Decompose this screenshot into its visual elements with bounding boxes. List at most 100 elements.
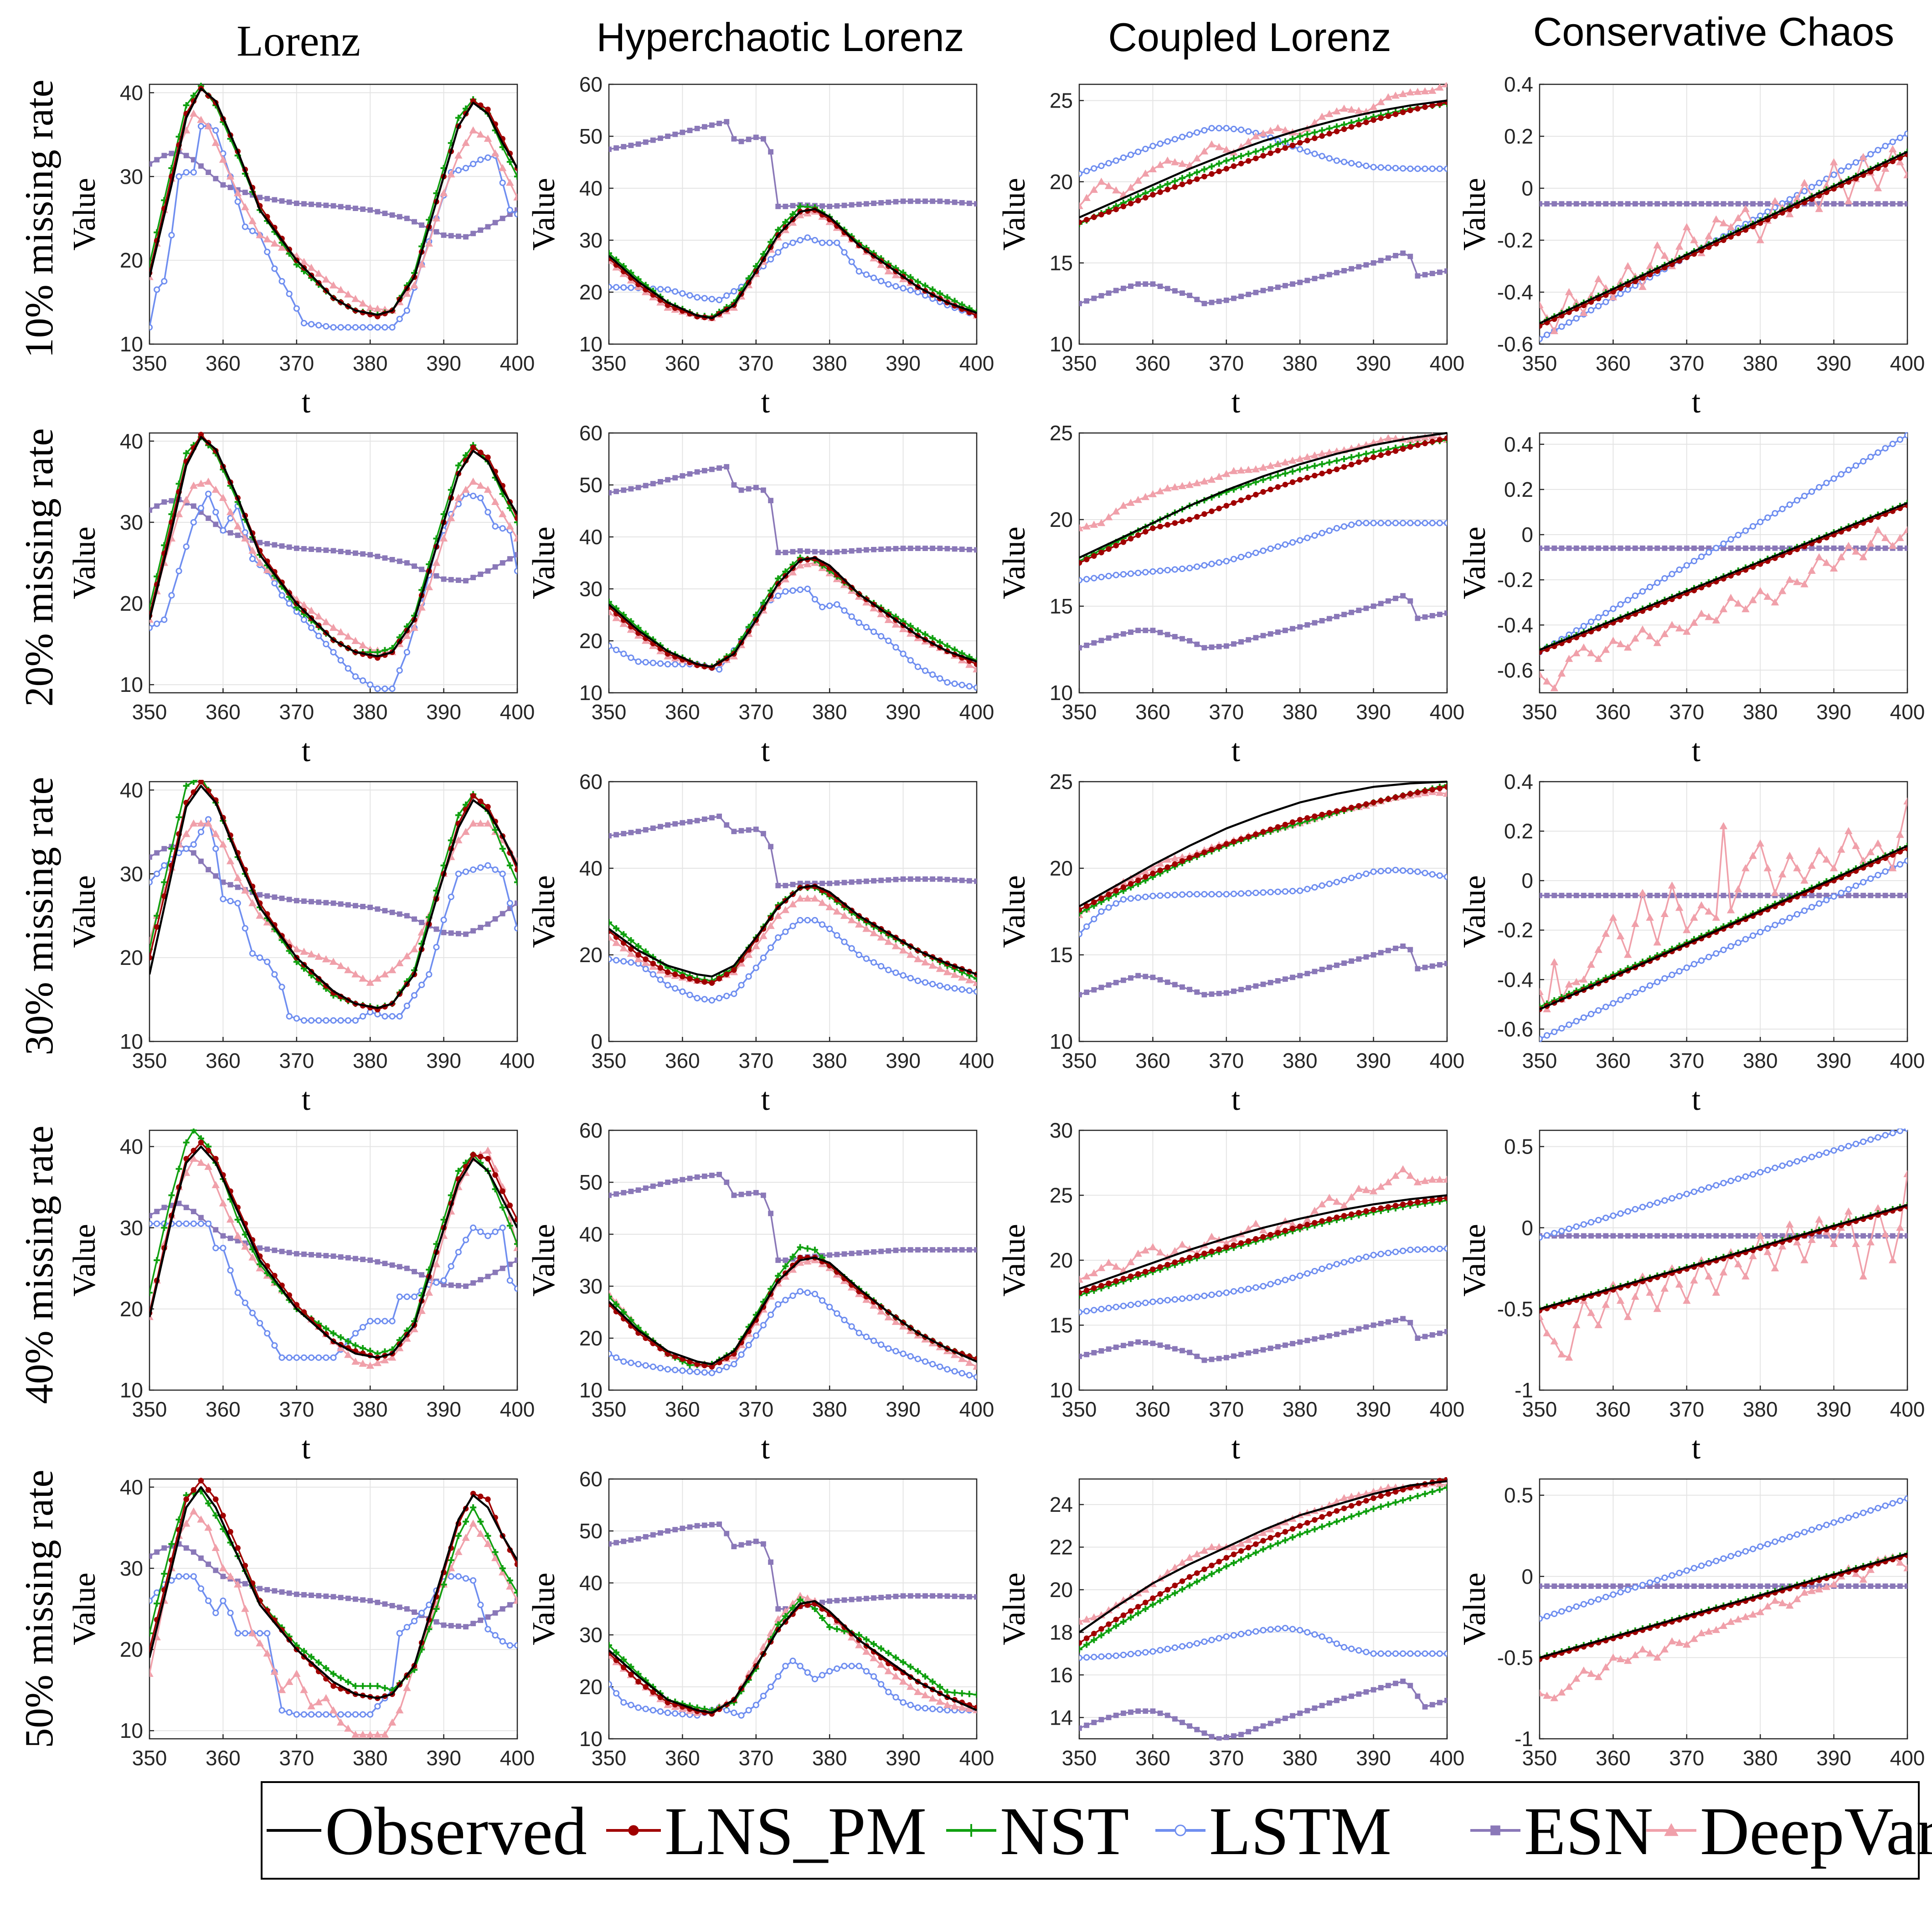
y-tick-label: 15 (1050, 594, 1073, 618)
marker-lstm (863, 624, 870, 631)
marker-esn (952, 199, 958, 205)
marker-lstm (1587, 1010, 1595, 1017)
series-line-observed (1079, 99, 1447, 219)
y-tick-label: 60 (579, 72, 603, 96)
marker-deepvar (204, 819, 212, 827)
marker-deepvar (1741, 605, 1750, 613)
x-axis-label: t (1692, 385, 1701, 420)
marker-lstm (1297, 887, 1303, 894)
marker-nst (1252, 148, 1259, 155)
marker-esn (613, 489, 619, 495)
marker-esn (1180, 636, 1185, 642)
marker-esn (856, 879, 862, 885)
x-tick-label: 370 (1669, 1397, 1704, 1421)
marker-lstm (878, 1341, 885, 1348)
marker-lstm (1889, 440, 1896, 448)
marker-esn (1201, 645, 1207, 651)
marker-esn (650, 137, 656, 143)
marker-deepvar (1844, 197, 1853, 205)
marker-nst (499, 1204, 506, 1211)
marker-lstm (257, 1319, 263, 1327)
marker-esn (1603, 545, 1609, 551)
marker-esn (323, 547, 329, 553)
row-label-30: 30% missing rate (17, 777, 62, 1055)
marker-esn (316, 1252, 322, 1258)
marker-esn (382, 555, 388, 561)
marker-esn (1437, 269, 1443, 275)
marker-esn (1573, 892, 1579, 898)
marker-esn (1246, 985, 1252, 991)
marker-esn (1684, 1233, 1690, 1239)
series-observed (149, 1145, 517, 1359)
marker-nst (492, 826, 499, 833)
marker-esn (1187, 1350, 1192, 1355)
marker-deepvar (891, 1318, 900, 1325)
marker-esn (1853, 892, 1859, 898)
marker-esn (701, 1173, 707, 1179)
marker-lstm (929, 1360, 936, 1368)
marker-esn (907, 198, 913, 204)
series-line-observed (1540, 1204, 1907, 1310)
marker-esn (1341, 268, 1347, 273)
marker-lstm (1654, 1199, 1661, 1206)
marker-esn (768, 498, 773, 504)
marker-lstm (1617, 1210, 1624, 1217)
marker-deepvar (1090, 1269, 1098, 1277)
marker-lstm (1260, 889, 1267, 896)
marker-esn (1640, 1233, 1645, 1239)
y-tick-label: 60 (579, 421, 603, 445)
row-label-50: 50% missing rate (17, 1469, 62, 1748)
x-tick-label: 400 (1430, 1397, 1465, 1421)
marker-lstm (1105, 1304, 1112, 1311)
marker-deepvar (788, 900, 797, 907)
y-tick-label: 10 (120, 1719, 143, 1742)
marker-lstm (337, 1711, 344, 1718)
x-tick-label: 350 (1522, 700, 1557, 724)
x-tick-label: 400 (1430, 1049, 1465, 1072)
marker-lstm (514, 1285, 517, 1292)
y-tick-label: 30 (120, 510, 143, 534)
marker-deepvar (1859, 153, 1867, 160)
marker-lstm (914, 977, 921, 984)
marker-lstm (620, 284, 627, 291)
marker-esn (1588, 201, 1594, 207)
y-tick-label: 30 (1050, 1118, 1073, 1142)
marker-esn (944, 1247, 950, 1253)
marker-esn (191, 850, 196, 856)
marker-esn (242, 1581, 248, 1587)
marker-deepvar (462, 139, 470, 146)
marker-esn (643, 827, 649, 833)
marker-deepvar (1079, 524, 1083, 531)
marker-lstm (345, 324, 351, 331)
marker-lns-pm (1400, 446, 1406, 452)
marker-lstm (848, 258, 855, 265)
marker-esn (1581, 545, 1587, 551)
marker-lstm (848, 1323, 855, 1330)
marker-esn (1194, 297, 1200, 302)
marker-deepvar (1222, 145, 1231, 153)
marker-lstm (701, 295, 708, 302)
marker-esn (819, 549, 825, 555)
marker-lstm (1091, 165, 1097, 172)
marker-esn (242, 190, 248, 196)
marker-esn (382, 1601, 388, 1607)
x-axis-label: t (302, 385, 311, 420)
x-tick-label: 370 (1669, 700, 1704, 724)
marker-lstm (723, 993, 730, 1000)
marker-esn (1187, 293, 1192, 299)
marker-deepvar (1602, 929, 1610, 937)
marker-lns-pm (1297, 817, 1303, 823)
marker-lstm (315, 322, 322, 329)
marker-esn (1216, 1355, 1222, 1361)
marker-lns-pm (628, 946, 634, 952)
marker-esn (1845, 1233, 1851, 1239)
marker-esn (286, 897, 292, 902)
marker-esn (1407, 253, 1413, 259)
x-tick-label: 360 (1596, 351, 1631, 375)
marker-lstm (826, 602, 833, 609)
marker-deepvar (759, 932, 768, 939)
marker-lstm (1698, 1186, 1705, 1193)
marker-esn (235, 884, 241, 890)
marker-esn (1079, 1354, 1082, 1359)
